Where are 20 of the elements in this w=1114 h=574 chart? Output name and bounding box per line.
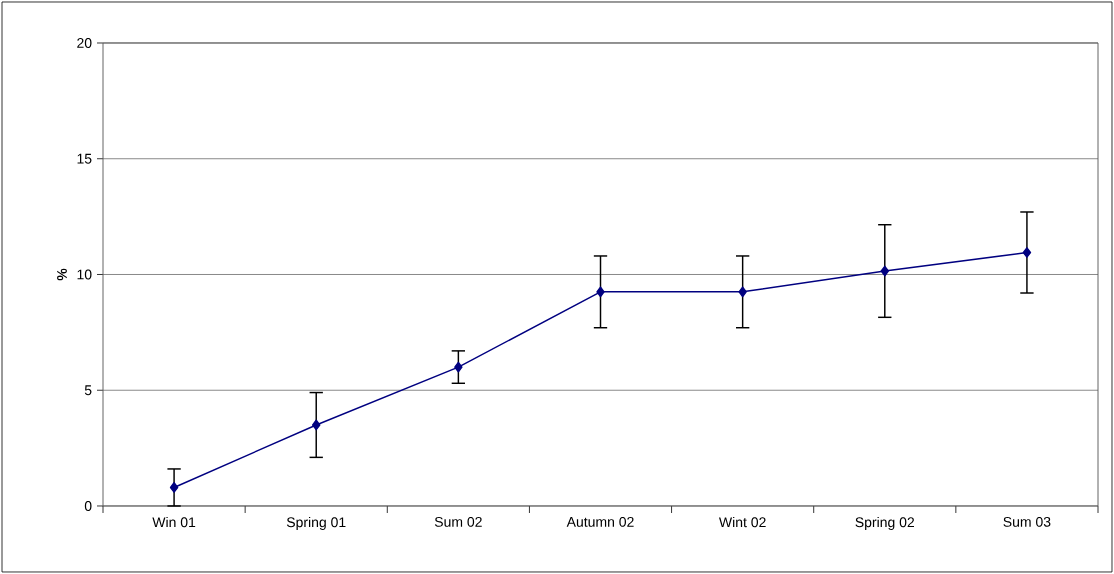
y-tick-label: 15 (77, 153, 92, 164)
point (169, 482, 179, 493)
point (738, 286, 747, 298)
y-tick-label: 10 (77, 269, 92, 280)
point (880, 265, 890, 277)
point (596, 286, 605, 298)
x-tick-label: Sum 02 (434, 516, 482, 527)
point (454, 361, 463, 373)
y-tick-label: 20 (77, 38, 92, 48)
x-tick-label: Autumn 02 (566, 516, 634, 527)
x-tick-label: Sum 03 (1003, 516, 1051, 527)
x-tick-label: Win 01 (152, 516, 196, 528)
x-tick-label: Spring 01 (286, 516, 346, 530)
x-tick-label: Spring 02 (855, 516, 915, 530)
point (1022, 247, 1032, 258)
point (311, 419, 321, 431)
y-axis-title: % (57, 268, 67, 281)
y-tick-label: 0 (84, 501, 92, 511)
y-tick-label: 5 (84, 385, 92, 396)
x-tick-label: Wint 02 (718, 516, 766, 528)
